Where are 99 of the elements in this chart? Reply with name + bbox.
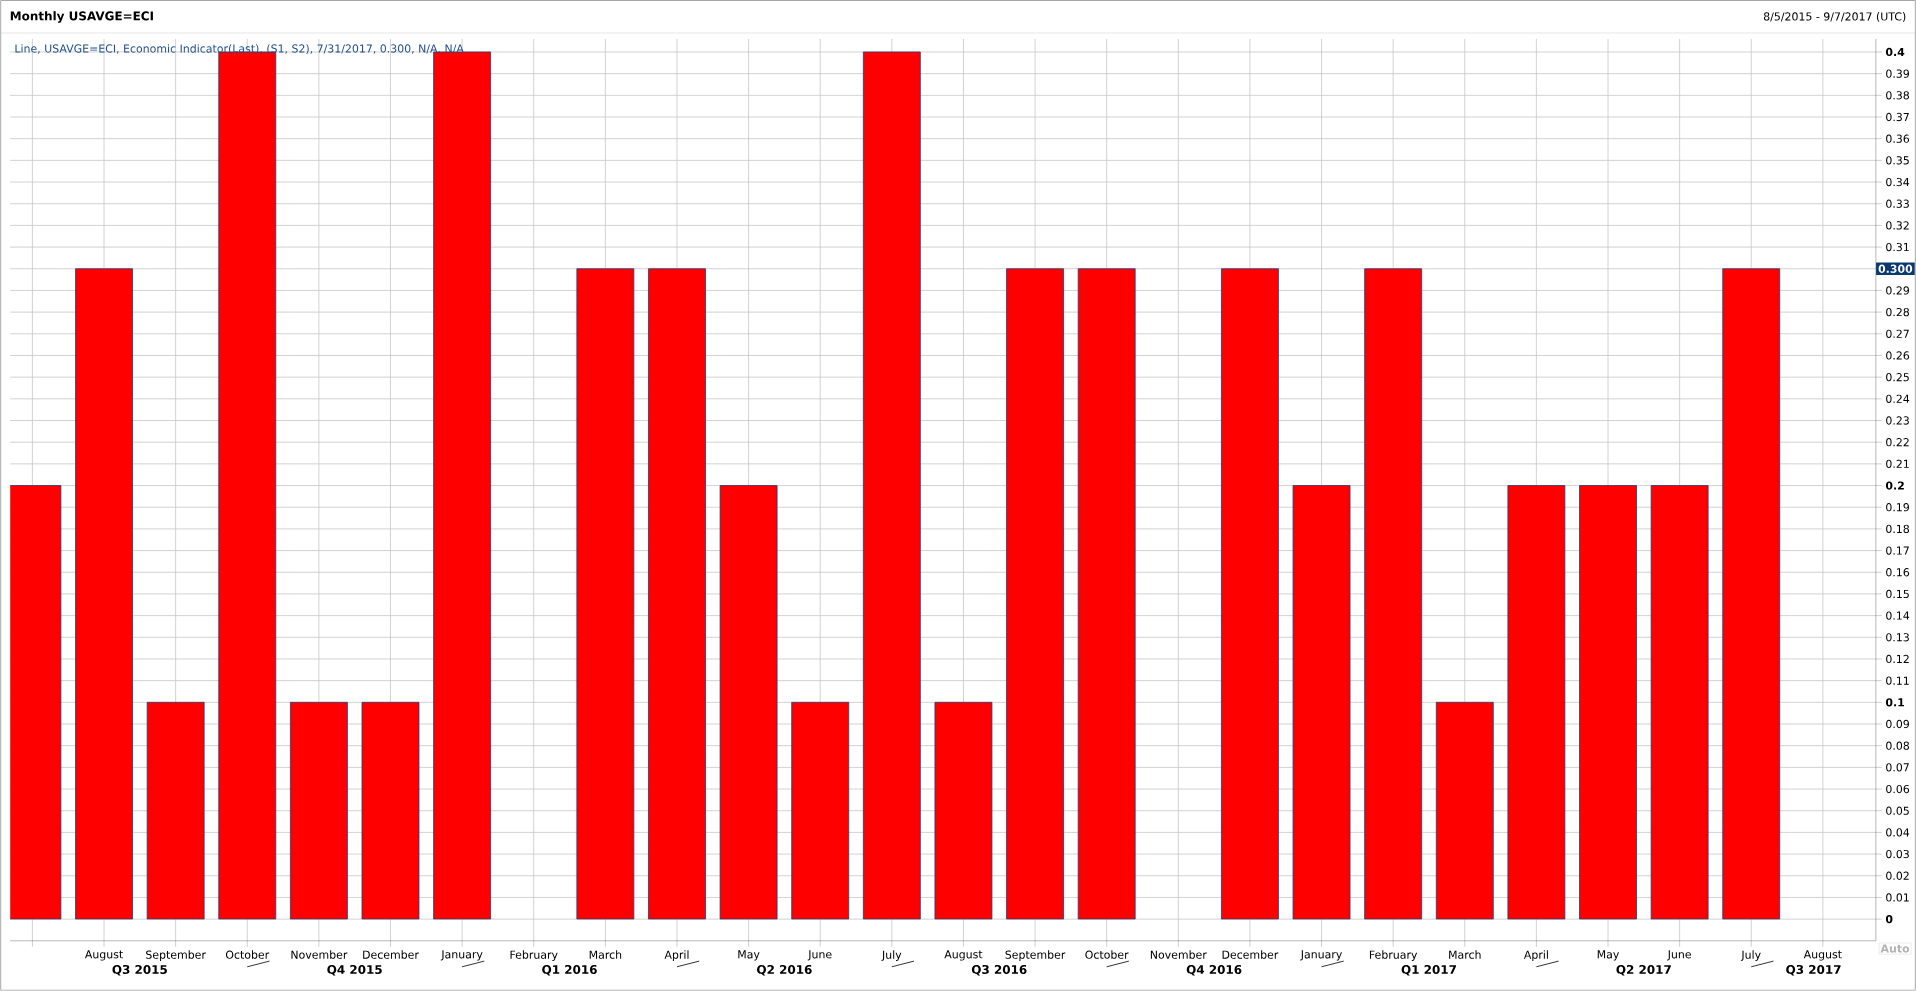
y-tick-label: 0.06 xyxy=(1886,785,1910,794)
x-tick-label: October xyxy=(225,950,270,959)
x-tick-label: November xyxy=(291,950,348,959)
bar xyxy=(1579,485,1637,920)
y-tick-label: 0.23 xyxy=(1886,416,1909,425)
x-tick-label: September xyxy=(146,950,206,962)
y-tick-label: 0.24 xyxy=(1886,394,1910,404)
y-tick-label: 0.34 xyxy=(1886,178,1910,187)
x-tick-label: January xyxy=(1300,950,1342,961)
text: Q2 2017 xyxy=(1616,965,1671,976)
y-tick-label: 0.36 xyxy=(1886,134,1910,143)
x-tick-label: May xyxy=(738,950,760,961)
x-tick-label: July xyxy=(881,950,902,962)
bar xyxy=(648,268,706,920)
x-tick-label: November xyxy=(1150,950,1207,959)
y-tick-label: 0.07 xyxy=(1886,763,1909,772)
text: Q2 2016 xyxy=(757,965,812,976)
y-tick-label: 0.18 xyxy=(1886,524,1910,534)
bar xyxy=(1221,268,1279,920)
bar xyxy=(576,268,635,920)
y-tick-label: 0.15 xyxy=(1886,589,1909,599)
x-tick-label: December xyxy=(1222,950,1279,959)
bar xyxy=(719,485,778,920)
y-tick-label: 0.11 xyxy=(1886,676,1909,685)
bar xyxy=(1507,485,1566,920)
bar xyxy=(1077,268,1136,920)
text: Q3 2017 xyxy=(1786,965,1841,976)
bar xyxy=(934,702,993,920)
y-tick-label: 0.21 xyxy=(1886,459,1909,469)
y-tick-label: 0.05 xyxy=(1886,806,1909,815)
y-tick-label: 0.2 xyxy=(1885,481,1904,490)
x-tick-label: July xyxy=(1740,950,1761,962)
bar xyxy=(1292,485,1351,920)
y-tick-label: 0.19 xyxy=(1886,503,1909,512)
y-tick-label: 0 xyxy=(1885,915,1893,924)
y-tick-label: 0.14 xyxy=(1886,611,1910,620)
y-tick-label: 0.17 xyxy=(1886,546,1909,555)
y-tick-label: 0.13 xyxy=(1886,633,1909,642)
x-tick-label: August xyxy=(944,950,983,961)
bar xyxy=(146,702,205,920)
bar xyxy=(1650,485,1709,920)
y-tick-label: 0.01 xyxy=(1886,893,1909,902)
y-tick-label: 0.4 xyxy=(1885,47,1905,57)
y-tick-label: 0.35 xyxy=(1886,156,1909,165)
x-tick-label: February xyxy=(1369,950,1418,962)
bar xyxy=(1006,268,1064,920)
text: Q1 2016 xyxy=(542,965,597,976)
x-tick-label: April xyxy=(664,950,689,962)
y-tick-label: 0.33 xyxy=(1886,199,1909,208)
y-tick-label: 0.32 xyxy=(1886,221,1909,230)
text: Q3 2016 xyxy=(971,965,1027,976)
text: Q4 2015 xyxy=(327,965,382,976)
y-tick-label: 0.16 xyxy=(1886,568,1910,577)
text: Q4 2016 xyxy=(1186,965,1242,976)
y-tick-label: 0.31 xyxy=(1886,243,1909,252)
y-tick-label: 0.27 xyxy=(1886,329,1909,339)
text: Auto xyxy=(1880,944,1910,953)
x-tick-label: June xyxy=(807,950,832,961)
y-tick-label: 0.39 xyxy=(1886,69,1909,78)
y-tick-label: 0.09 xyxy=(1886,719,1909,729)
chart-title: Monthly USAVGE=ECI xyxy=(10,11,153,23)
y-tick-label: 0.28 xyxy=(1886,308,1910,317)
y-tick-label: 0.08 xyxy=(1886,741,1910,750)
text: Q3 2015 xyxy=(112,965,167,976)
y-tick-label: 0.12 xyxy=(1886,654,1909,664)
y-tick-label: 0.03 xyxy=(1886,850,1909,859)
y-tick-label: 0.1 xyxy=(1885,698,1905,707)
x-tick-label: December xyxy=(363,950,419,959)
y-tick-label: 0.02 xyxy=(1886,871,1909,881)
text: Q1 2017 xyxy=(1401,965,1456,976)
x-tick-label: September xyxy=(1005,950,1066,962)
x-tick-label: June xyxy=(1667,950,1691,961)
x-tick-label: January xyxy=(440,950,483,961)
bar xyxy=(75,268,133,920)
bar xyxy=(862,51,921,920)
bar xyxy=(1722,268,1781,920)
x-tick-label: April xyxy=(1523,950,1548,962)
annotation: 0.300 xyxy=(1878,264,1913,274)
y-tick-label: 0.38 xyxy=(1886,91,1910,100)
bar xyxy=(361,702,420,920)
x-tick-label: February xyxy=(510,950,558,962)
annotation: Line, USAVGE=ECI, Economic Indicator(Last), (S1, S2), 7/31/2017, 0.300, N/A, N/A xyxy=(15,44,464,55)
bar xyxy=(1364,268,1423,920)
y-tick-label: 0.22 xyxy=(1886,438,1909,447)
bar xyxy=(791,702,850,920)
x-tick-label: August xyxy=(1803,950,1842,961)
x-tick-label: August xyxy=(84,950,123,961)
x-tick-label: March xyxy=(1449,950,1481,959)
x-tick-label: October xyxy=(1085,950,1129,959)
chart-subtitle: 8/5/2015 - 9/7/2017 (UTC) xyxy=(1763,12,1906,22)
bar xyxy=(289,702,348,920)
y-tick-label: 0.25 xyxy=(1886,373,1909,382)
y-tick-label: 0.04 xyxy=(1886,828,1910,837)
y-tick-label: 0.37 xyxy=(1886,112,1909,122)
x-tick-label: May xyxy=(1597,950,1620,961)
x-tick-label: March xyxy=(589,950,622,959)
y-tick-label: 0.29 xyxy=(1886,286,1909,295)
bar xyxy=(1435,702,1494,920)
y-tick-label: 0.26 xyxy=(1886,351,1910,360)
